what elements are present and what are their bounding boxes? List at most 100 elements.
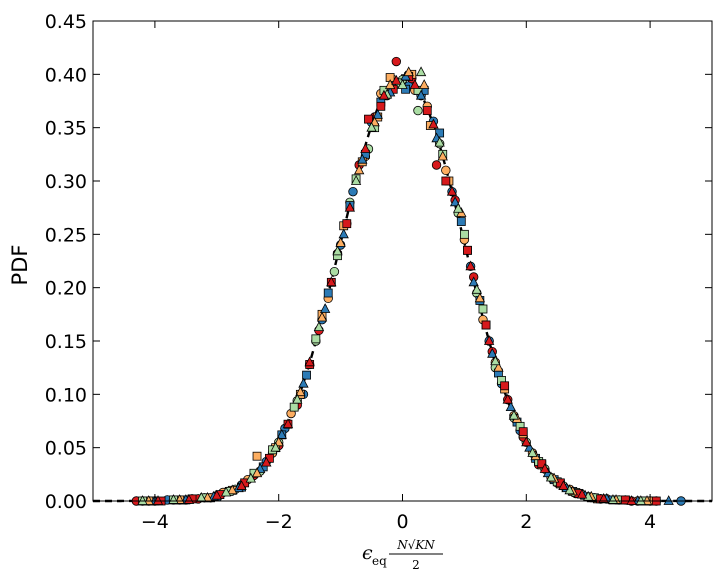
data-point-triangle — [245, 472, 257, 483]
data-point-triangle — [487, 347, 498, 358]
x-tick-label: 0 — [396, 511, 408, 533]
data-point-triangle — [449, 196, 461, 207]
y-tick-label: 0.40 — [45, 64, 87, 86]
x-axis-ticks: −4 −2 0 2 4 — [141, 21, 656, 533]
data-point-triangle — [276, 429, 287, 439]
x-axis-label: ϵ eq N√KN 2 — [362, 538, 443, 572]
data-point-triangle — [236, 480, 247, 490]
x-tick-label: 4 — [644, 511, 656, 533]
data-point-square — [500, 381, 510, 391]
data-point-square — [376, 101, 386, 111]
data-point-square — [456, 217, 466, 226]
data-point-triangle — [137, 495, 148, 505]
data-point-square — [478, 304, 488, 314]
data-point-triangle — [344, 201, 356, 212]
y-axis-label: PDF — [8, 245, 32, 286]
y-tick-label: 0.35 — [45, 118, 87, 140]
y-tick-label: 0.00 — [45, 491, 87, 513]
data-point-triangle — [663, 495, 674, 505]
data-point-triangle — [558, 480, 569, 490]
data-point-square — [441, 176, 451, 186]
plot-area — [93, 56, 712, 506]
data-point-square — [364, 114, 373, 124]
data-point-square — [311, 334, 321, 344]
data-point-triangle — [415, 89, 427, 100]
data-point-square — [252, 451, 262, 461]
data-point-triangle — [298, 377, 309, 388]
data-point-square — [265, 453, 274, 463]
y-tick-label: 0.30 — [45, 171, 87, 193]
data-point-triangle — [502, 393, 513, 404]
data-point-triangle — [391, 74, 402, 85]
data-point-square — [342, 219, 352, 229]
data-point-triangle — [295, 386, 306, 397]
y-tick-label: 0.25 — [45, 224, 87, 246]
data-point-triangle — [465, 260, 476, 271]
data-point-square — [302, 370, 311, 380]
y-tick-label: 0.20 — [45, 278, 87, 300]
data-point-triangle — [143, 495, 154, 505]
data-point-triangle — [152, 495, 164, 505]
data-point-triangle — [415, 66, 427, 77]
data-point-square — [289, 402, 299, 412]
data-point-triangle — [545, 471, 557, 482]
data-point-square — [422, 106, 432, 115]
y-tick-label: 0.15 — [45, 331, 87, 353]
data-point-circle — [441, 165, 451, 176]
data-point-triangle — [409, 79, 421, 89]
data-point-triangle — [598, 493, 609, 503]
data-point-triangle — [326, 276, 337, 287]
y-axis-ticks: 0.00 0.05 0.10 0.15 0.20 0.25 0.30 0.35 0.40 0.45 — [45, 11, 712, 513]
y-tick-label: 0.10 — [45, 384, 87, 406]
data-point-triangle — [261, 456, 272, 467]
y-tick-label: 0.45 — [45, 11, 87, 33]
data-point-triangle — [335, 237, 346, 247]
data-point-triangle — [251, 467, 263, 478]
x-tick-label: −4 — [141, 511, 169, 533]
y-tick-label: 0.05 — [45, 438, 87, 460]
data-point-circle — [391, 56, 402, 67]
data-point-square — [481, 320, 491, 330]
data-point-square — [518, 427, 528, 437]
data-point-triangle — [292, 393, 303, 404]
data-point-circle — [348, 186, 358, 197]
x-axis-label-subscript: eq — [372, 554, 387, 568]
data-point-circle — [431, 160, 442, 170]
data-point-square — [323, 288, 333, 298]
data-point-triangle — [304, 356, 315, 367]
data-point-triangle — [635, 495, 646, 505]
data-point-triangle — [270, 441, 281, 452]
data-point-triangle — [468, 276, 479, 287]
data-point-triangle — [372, 109, 383, 119]
data-point-triangle — [366, 121, 377, 132]
plot-frame — [92, 20, 713, 502]
x-axis-label-base: ϵ — [362, 542, 373, 564]
data-point-triangle — [354, 164, 365, 175]
data-point-triangle — [446, 185, 458, 196]
data-point-triangle — [493, 361, 504, 372]
data-point-triangle — [508, 409, 520, 420]
x-tick-label: −2 — [265, 511, 293, 533]
x-axis-label-numerator: N√KN — [396, 538, 435, 552]
data-point-triangle — [419, 79, 430, 89]
data-point-square — [459, 229, 469, 239]
data-point-triangle — [227, 484, 238, 495]
data-point-triangle — [474, 292, 486, 303]
data-point-triangle — [319, 303, 331, 313]
data-point-triangle — [282, 418, 294, 429]
series-triangle-11 — [152, 74, 637, 505]
data-point-triangle — [378, 89, 390, 100]
data-point-triangle — [521, 436, 532, 447]
data-point-triangle — [332, 245, 343, 256]
data-point-triangle — [316, 311, 328, 322]
data-point-triangle — [428, 118, 439, 129]
x-axis-label-denominator: 2 — [412, 558, 420, 572]
data-point-triangle — [641, 495, 653, 505]
data-point-triangle — [490, 355, 501, 366]
data-point-triangle — [453, 202, 464, 213]
data-point-triangle — [505, 401, 516, 412]
data-point-triangle — [211, 489, 222, 500]
data-point-triangle — [483, 335, 495, 345]
